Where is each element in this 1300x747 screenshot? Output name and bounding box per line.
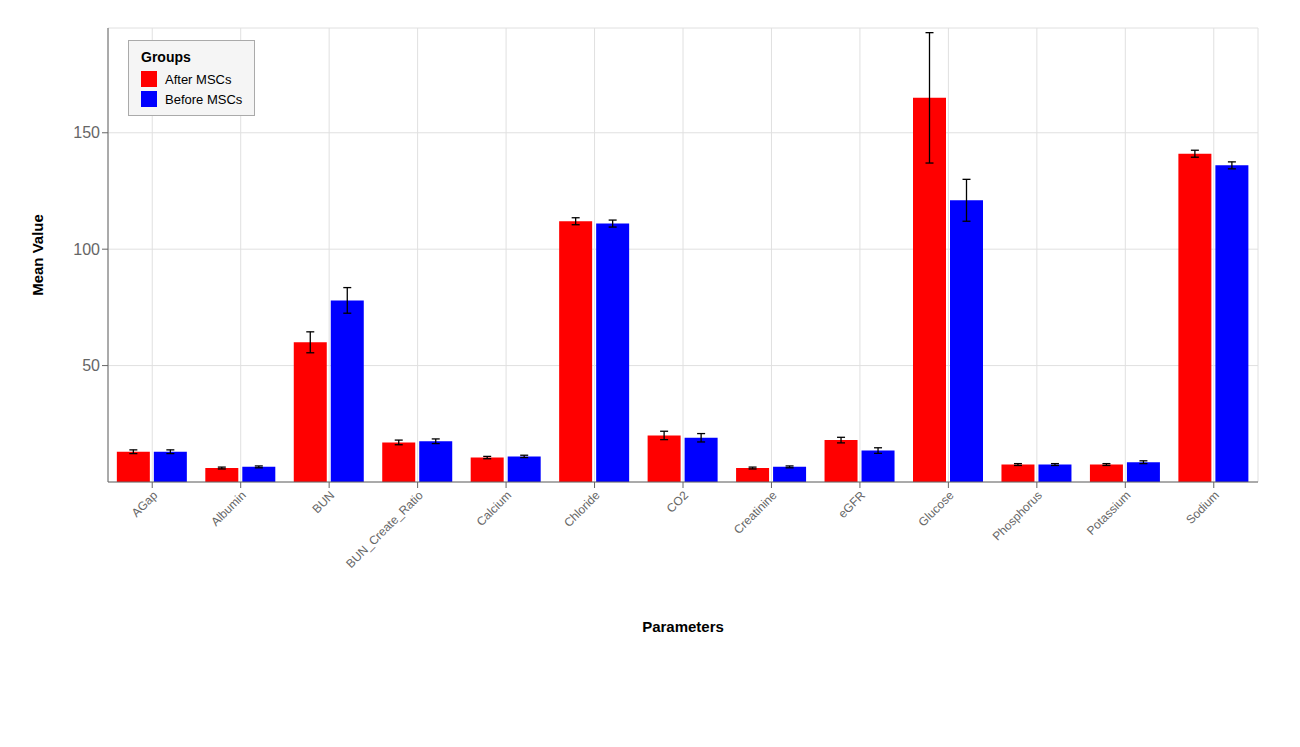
svg-text:AGap: AGap [129,488,161,520]
svg-text:BUN_Create_Ratio: BUN_Create_Ratio [343,488,426,571]
html-text:After MSCs: After MSCs [165,71,232,87]
svg-text:eGFR: eGFR [836,488,869,521]
svg-text:Parameters: Parameters [642,618,724,635]
svg-text:Sodium: Sodium [1183,488,1222,527]
svg-text:150: 150 [73,124,100,141]
svg-text:Albumin: Albumin [208,488,249,529]
svg-text:50: 50 [82,357,100,374]
svg-text:BUN: BUN [309,488,337,516]
svg-text:Phosphorus: Phosphorus [990,488,1045,543]
html-text:Groups: Groups [141,49,191,65]
svg-text:Calcium: Calcium [474,488,515,529]
svg-text:Potassium: Potassium [1084,488,1134,538]
svg-text:Creatinine: Creatinine [731,488,780,537]
svg-text:100: 100 [73,241,100,258]
svg-text:Glucose: Glucose [915,488,956,529]
svg-text:Mean Value: Mean Value [29,214,46,296]
svg-text:Chloride: Chloride [561,488,603,530]
html-text:Before MSCs: Before MSCs [165,91,243,107]
svg-text:CO2: CO2 [664,488,692,516]
